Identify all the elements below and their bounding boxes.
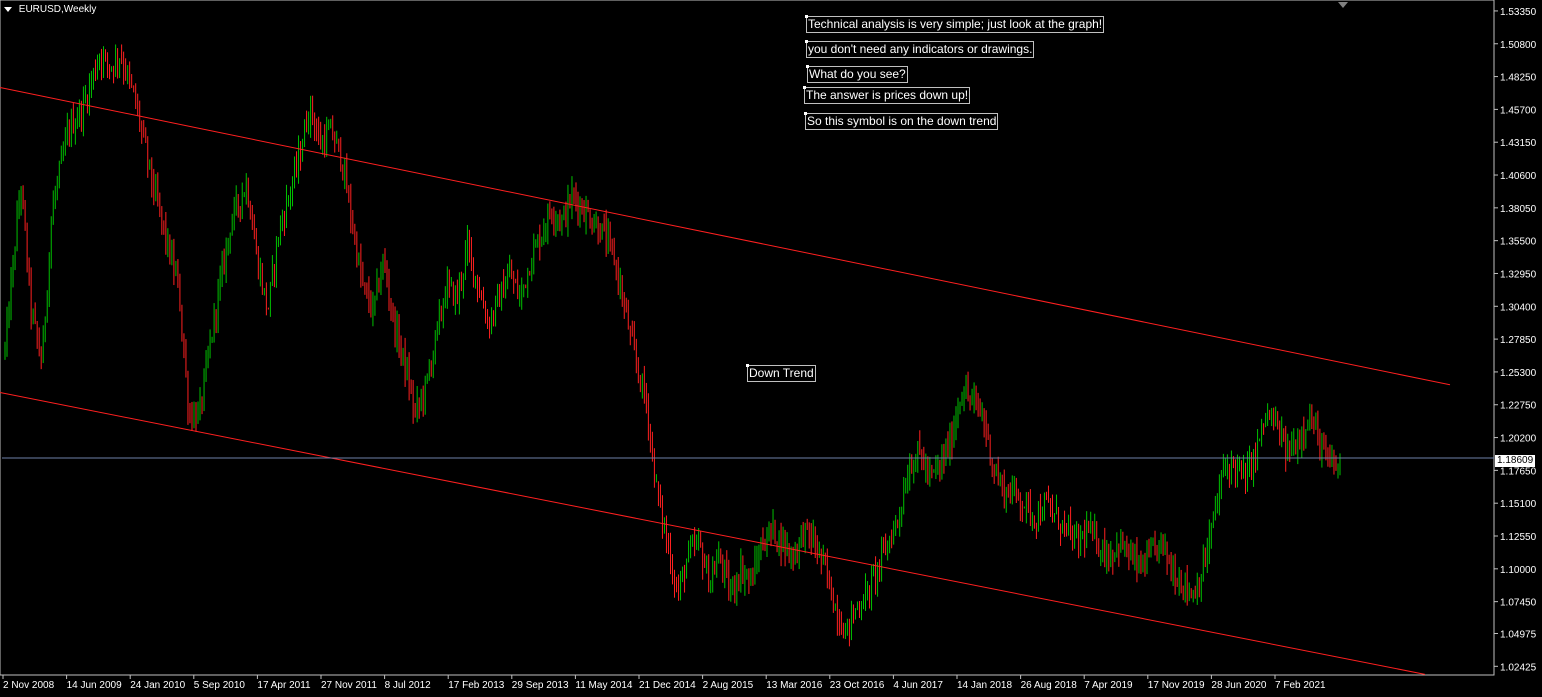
x-tick-label: 21 Dec 2014 <box>639 680 696 691</box>
channel-lines <box>0 87 1451 675</box>
x-tick-label: 13 Mar 2016 <box>766 680 823 691</box>
x-tick-label: 17 Nov 2019 <box>1148 680 1205 691</box>
current-price-tag: 1.18609 <box>1495 455 1536 467</box>
y-tick-label: 1.53350 <box>1500 7 1537 18</box>
x-tick-label: 27 Nov 2011 <box>321 680 377 691</box>
text-label-5[interactable]: So this symbol is on the down trend <box>803 112 999 130</box>
candles-group <box>4 44 1341 647</box>
x-tick-label: 8 Jul 2012 <box>385 680 432 691</box>
shift-marker-icon[interactable] <box>1338 2 1348 8</box>
price-axis: 1.53350 1.50800 1.48250 1.45700 1.43150 1.406… <box>1494 7 1537 673</box>
channel-line-lower <box>0 392 1426 675</box>
x-tick-label: 11 May 2014 <box>575 680 633 691</box>
x-tick-label: 28 Jun 2020 <box>1211 680 1266 691</box>
chart-title[interactable]: EURUSD,Weekly <box>4 4 96 15</box>
y-tick-label: 1.50800 <box>1500 40 1537 51</box>
y-tick-label: 1.17650 <box>1500 466 1537 477</box>
x-tick-label: 7 Feb 2021 <box>1275 680 1326 691</box>
y-tick-label: 1.35500 <box>1500 237 1537 248</box>
y-tick-label: 1.07450 <box>1500 598 1537 609</box>
chart-frame <box>0 0 1495 676</box>
x-tick-label: 29 Sep 2013 <box>512 680 569 691</box>
y-tick-label: 1.38050 <box>1500 204 1537 215</box>
y-tick-label: 1.12550 <box>1500 532 1537 543</box>
y-tick-label: 1.22750 <box>1500 401 1537 412</box>
y-tick-label: 1.32950 <box>1500 269 1537 280</box>
time-axis: 2 Nov 2008 14 Jun 2009 24 Jan 2010 5 Sep 20… <box>2 675 1326 691</box>
x-tick-label: 14 Jan 2018 <box>957 680 1012 691</box>
y-tick-label: 1.43150 <box>1500 138 1537 149</box>
y-tick-label: 1.02425 <box>1500 662 1537 673</box>
down-trend-label[interactable]: Down Trend <box>746 364 816 382</box>
chart-title-text: EURUSD,Weekly <box>18 4 97 15</box>
y-tick-label: 1.20200 <box>1500 434 1537 445</box>
y-tick-label: 1.10000 <box>1500 565 1537 576</box>
y-tick-label: 1.04975 <box>1500 629 1537 640</box>
x-tick-label: 4 Jun 2017 <box>893 680 943 691</box>
x-tick-label: 2 Nov 2008 <box>3 680 55 691</box>
y-tick-label: 1.25300 <box>1500 368 1537 379</box>
y-tick-label: 1.15100 <box>1500 499 1537 510</box>
x-tick-label: 24 Jan 2010 <box>130 680 185 691</box>
dropdown-arrow-icon[interactable] <box>4 6 12 12</box>
x-tick-label: 23 Oct 2016 <box>830 680 885 691</box>
x-tick-label: 17 Apr 2011 <box>257 680 311 691</box>
y-tick-label: 1.27850 <box>1500 335 1537 346</box>
y-tick-label: 1.30400 <box>1500 302 1537 313</box>
x-tick-label: 7 Apr 2019 <box>1084 680 1133 691</box>
text-label-4[interactable]: The answer is prices down up! <box>802 86 971 104</box>
text-label-2[interactable]: you don't need any indicators or drawing… <box>804 40 1035 58</box>
x-tick-label: 2 Aug 2015 <box>703 680 754 691</box>
x-tick-label: 17 Feb 2013 <box>448 680 505 691</box>
y-tick-label: 1.40600 <box>1500 171 1537 182</box>
channel-line-upper <box>0 87 1451 386</box>
text-label-1[interactable]: Technical analysis is very simple; just … <box>804 15 1105 33</box>
x-tick-label: 14 Jun 2009 <box>67 680 122 691</box>
y-tick-label: 1.45700 <box>1500 105 1537 116</box>
text-label-3[interactable]: What do you see? <box>806 65 908 83</box>
y-tick-label: 1.48250 <box>1500 73 1537 84</box>
x-tick-label: 5 Sep 2010 <box>194 680 246 691</box>
x-tick-label: 26 Aug 2018 <box>1021 680 1078 691</box>
